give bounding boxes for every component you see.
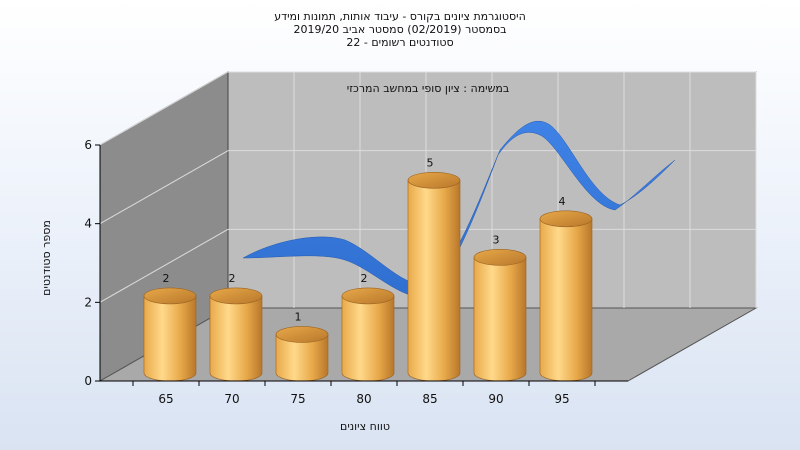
bar-value-label: 2 xyxy=(163,272,170,285)
bar-65: 2 xyxy=(143,272,197,382)
bar-value-label: 2 xyxy=(229,272,236,285)
chart-subtitle: במשימה : ציון סופי במחשב המרכזי xyxy=(347,82,510,95)
y-tick-label: 2 xyxy=(84,295,92,309)
x-tick-label: 85 xyxy=(422,392,437,406)
x-tick-label: 80 xyxy=(356,392,371,406)
bar-cap xyxy=(539,210,593,228)
bar-value-label: 1 xyxy=(295,310,302,323)
bar-value-label: 5 xyxy=(427,156,434,169)
gridline-side xyxy=(99,228,229,303)
bar-body xyxy=(539,218,593,382)
bars: 2 2 1 2 5 3 4 xyxy=(143,156,593,382)
bar-body xyxy=(407,179,461,382)
bar-body xyxy=(209,295,263,382)
bar-cap xyxy=(209,287,263,305)
gridline-side xyxy=(99,150,229,225)
bar-cap xyxy=(473,249,527,266)
axes: 0 2 4 6 65 70 75 80 85 90 95 xyxy=(84,138,628,406)
bar-95: 4 xyxy=(539,195,593,382)
x-tick-label: 95 xyxy=(554,392,569,406)
bar-cap xyxy=(275,326,329,343)
bar-85: 5 xyxy=(407,156,461,382)
gridline-side xyxy=(99,71,229,146)
chart-title-line-1: היסטוגרמת ציונים בקורס - עיבוד אותות, תמ… xyxy=(274,10,526,23)
chart-title-line-3: סטודנטים רשומים - 22 xyxy=(346,36,454,49)
bar-80: 2 xyxy=(341,272,395,382)
bar-value-label: 2 xyxy=(361,272,368,285)
bar-body xyxy=(143,295,197,382)
bar-cap xyxy=(341,287,395,305)
bar-body xyxy=(473,257,527,382)
bar-cap xyxy=(143,287,197,305)
x-axis-label: טווח ציונים xyxy=(340,420,390,433)
x-tick-label: 90 xyxy=(488,392,503,406)
bar-value-label: 3 xyxy=(493,233,500,246)
x-tick-label: 70 xyxy=(224,392,239,406)
y-axis-label: מספר סטודנטים xyxy=(40,220,53,296)
y-tick-label: 4 xyxy=(84,217,92,231)
bar-value-label: 4 xyxy=(559,195,566,208)
bar-cap xyxy=(407,171,461,189)
x-tick-label: 75 xyxy=(290,392,305,406)
y-tick-label: 6 xyxy=(84,138,92,152)
bar-70: 2 xyxy=(209,272,263,382)
x-tick-label: 65 xyxy=(158,392,173,406)
bar-75: 1 xyxy=(275,310,329,382)
chart-title: היסטוגרמת ציונים בקורס - עיבוד אותות, תמ… xyxy=(0,10,800,49)
bar-90: 3 xyxy=(473,233,527,382)
y-tick-label: 0 xyxy=(84,374,92,388)
bar-body xyxy=(341,295,395,382)
chart-title-line-2: בסמסטר (02/2019) סמסטר אביב 2019/20 xyxy=(293,23,507,36)
